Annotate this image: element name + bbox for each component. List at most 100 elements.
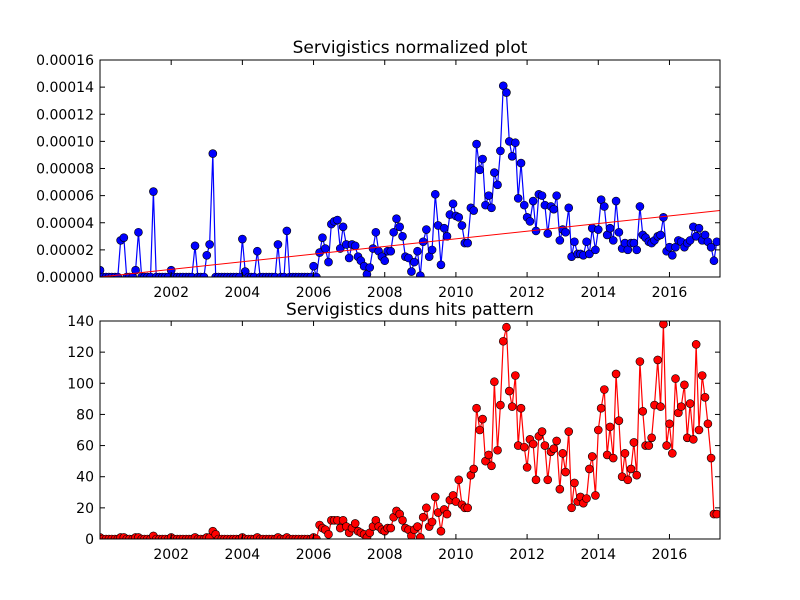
normalized-plot-data-point xyxy=(685,236,695,245)
normalized-plot-data-point xyxy=(333,215,342,225)
normalized-plot-data-point xyxy=(511,138,520,148)
duns-hits-data-point xyxy=(623,475,633,485)
normalized-plot-data-point xyxy=(475,165,485,175)
duns-hits-data-point xyxy=(469,464,479,474)
duns-hits-title: Servigistics duns hits pattern xyxy=(286,300,534,320)
duns-hits-y-tick-label: 40 xyxy=(76,470,94,486)
duns-hits-data-point xyxy=(591,491,600,500)
normalized-plot-data-point xyxy=(422,225,431,234)
duns-hits-data-point xyxy=(593,425,603,435)
duns-hits-data-point xyxy=(697,371,707,380)
duns-hits-data-point xyxy=(662,441,671,450)
normalized-plot-y-tick-label: 0.00016 xyxy=(36,53,94,69)
duns-hits-data-point xyxy=(689,435,698,444)
duns-hits-y-tick-label: 80 xyxy=(76,407,94,423)
normalized-plot-data-point xyxy=(395,222,404,232)
duns-hits-data-point xyxy=(516,403,526,413)
normalized-plot-x-tick-label: 2008 xyxy=(367,285,403,301)
normalized-plot-y-tick-label: 0.00012 xyxy=(36,107,94,123)
duns-hits-data-point xyxy=(502,322,511,332)
normalized-plot-data-point xyxy=(709,256,719,266)
normalized-plot-data-point xyxy=(502,88,511,97)
normalized-plot-data-point xyxy=(119,233,129,242)
normalized-plot-data-point xyxy=(442,232,452,241)
duns-hits-data-point xyxy=(531,475,541,485)
duns-hits-data-point xyxy=(656,402,665,411)
duns-hits-data-point xyxy=(312,534,321,539)
duns-hits-data-point xyxy=(659,321,668,329)
duns-hits-data-point xyxy=(430,492,440,502)
normalized-plot-data-point xyxy=(635,202,645,211)
duns-hits-data-point xyxy=(442,509,452,519)
normalized-plot-data-point xyxy=(318,233,327,242)
normalized-plot-data-point xyxy=(448,199,458,209)
normalized-plot-x-tick-label: 2016 xyxy=(652,285,688,301)
duns-hits-data-point xyxy=(600,385,609,394)
duns-hits-data-point xyxy=(475,425,485,435)
duns-hits-data-point xyxy=(543,475,553,485)
duns-hits-data-point xyxy=(540,441,550,450)
normalized-plot-data-point xyxy=(585,249,594,259)
duns-hits-x-tick-label: 2004 xyxy=(225,547,261,563)
normalized-plot-title: Servigistics normalized plot xyxy=(293,38,528,58)
normalized-plot-data-point xyxy=(427,245,437,255)
normalized-plot-data-point xyxy=(513,194,523,203)
normalized-plot-data-point xyxy=(552,191,561,200)
normalized-plot-data-point xyxy=(273,240,283,249)
duns-hits-data-point xyxy=(596,403,606,413)
normalized-plot-x-tick-label: 2012 xyxy=(509,285,545,301)
duns-hits-data-point xyxy=(522,463,532,472)
normalized-plot-trend-line xyxy=(100,210,720,277)
duns-hits-ticks: 2002 2004 2006 2008 2010 2012 2014 2016 0 20 40 60 8… xyxy=(67,314,720,563)
duns-hits-data-point xyxy=(605,422,615,432)
duns-hits-data-point xyxy=(416,533,425,539)
normalized-plot-data-point xyxy=(632,245,642,255)
duns-hits-data-point xyxy=(472,403,481,413)
duns-hits-data-point xyxy=(665,419,674,429)
duns-hits-x-tick-label: 2016 xyxy=(652,547,688,563)
normalized-plot-data-point xyxy=(380,256,390,266)
normalized-plot-data-point xyxy=(338,222,348,232)
normalized-plot-data-point xyxy=(496,146,505,156)
duns-hits-data-point xyxy=(638,407,648,416)
normalized-plot-data-point xyxy=(457,221,467,230)
normalized-plot-data-point xyxy=(389,227,398,237)
normalized-plot-data-point xyxy=(614,227,624,237)
normalized-plot-data-point xyxy=(134,227,143,237)
duns-hits-data-point xyxy=(694,425,704,435)
duns-hits-data-point xyxy=(496,400,505,410)
duns-hits-data-point xyxy=(632,470,642,480)
duns-hits-marks xyxy=(100,321,720,539)
normalized-plot-data-point xyxy=(409,257,419,267)
normalized-plot-data-point xyxy=(253,246,262,256)
duns-hits-panel: Servigistics duns hits pattern 2002 2004 2… xyxy=(67,300,721,563)
duns-hits-data-point xyxy=(680,380,689,390)
normalized-plot-panel: Servigistics normalized plot 2002 2004 200… xyxy=(36,38,721,301)
normalized-plot-data-point xyxy=(235,272,244,277)
normalized-plot-data-point xyxy=(205,240,214,249)
duns-hits-data-point xyxy=(484,450,493,460)
normalized-plot-data-point xyxy=(611,196,621,206)
normalized-plot-data-point xyxy=(365,263,375,272)
duns-hits-data-point xyxy=(493,445,502,455)
normalized-plot-data-point xyxy=(320,244,330,253)
normalized-plot-data-point xyxy=(407,267,416,276)
normalized-plot-x-tick-label: 2006 xyxy=(296,285,332,301)
normalized-plot-data-point xyxy=(350,241,360,251)
duns-hits-data-point xyxy=(567,503,576,513)
normalized-plot-data-point xyxy=(525,217,535,226)
duns-hits-x-tick-label: 2010 xyxy=(438,547,474,563)
normalized-plot-data-point xyxy=(608,236,618,245)
duns-hits-data-point xyxy=(647,433,656,443)
normalized-plot-data-point xyxy=(208,149,218,158)
duns-hits-data-point xyxy=(561,467,570,477)
normalized-plot-plot-area xyxy=(100,81,720,277)
duns-hits-data-point xyxy=(422,503,431,513)
normalized-plot-data-point xyxy=(131,265,140,275)
normalized-plot-data-point xyxy=(516,158,526,168)
normalized-plot-data-point xyxy=(555,236,565,245)
duns-hits-data-point xyxy=(436,526,446,536)
normalized-plot-data-point xyxy=(593,225,603,234)
